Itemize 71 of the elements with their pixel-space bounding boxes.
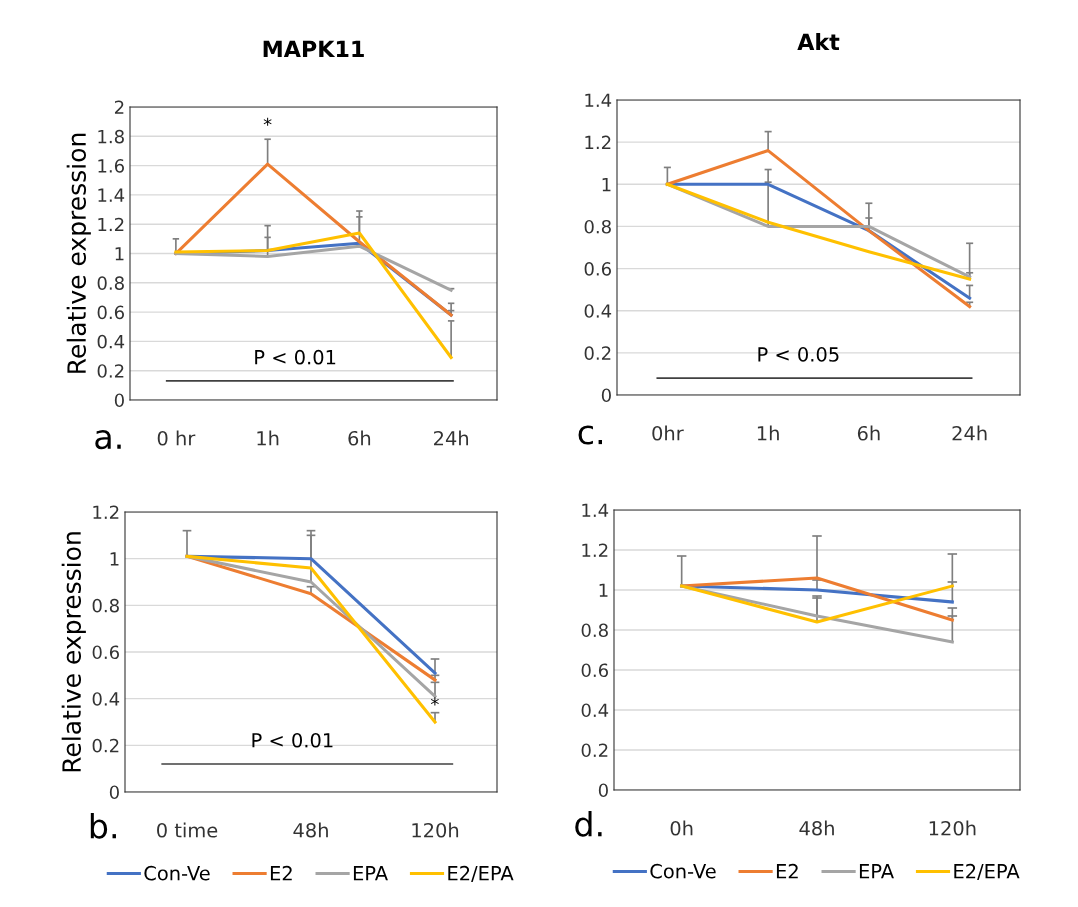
y-tick-label: 0.8	[92, 598, 119, 613]
chart-title: Akt	[797, 33, 840, 50]
y-tick-label: 0.6	[584, 262, 611, 276]
annotation: *	[430, 697, 439, 706]
y-tick-label: 1.2	[98, 217, 124, 232]
x-tick-label: 48h	[799, 820, 834, 836]
ref-line-label: P < 0.01	[255, 349, 336, 365]
x-tick-label: 6h	[857, 425, 880, 441]
line-series	[174, 244, 453, 292]
legend-label: Con-Ve	[144, 865, 210, 881]
x-tick-label: 0h	[670, 820, 693, 836]
text: d.	[575, 810, 602, 837]
line-series	[665, 149, 972, 309]
y-tick-label: 0.2	[92, 738, 119, 753]
legend-label: E2/EPA	[448, 865, 514, 883]
y-tick-label: 1.4	[582, 503, 609, 517]
x-tick-label: 1h	[257, 430, 279, 446]
ref-line-label: P < 0.05	[758, 347, 839, 362]
x-tick-label: 0 time	[157, 822, 218, 838]
y-tick-label: 0.6	[97, 305, 124, 320]
y-tick-label: 1.4	[98, 188, 125, 202]
text: b.	[90, 812, 116, 839]
y-tick-label: 0.4	[92, 692, 120, 706]
text: c.	[578, 425, 603, 445]
y-tick-label: 1.8	[98, 129, 124, 144]
y-tick-label: 1.2	[93, 505, 119, 519]
y-tick-label: 1	[602, 177, 611, 192]
x-tick-label: 24h	[952, 425, 987, 441]
legend-label: EPA	[859, 864, 894, 879]
legend-label: E2	[270, 865, 292, 881]
y-axis-title: Relative expression	[61, 532, 86, 772]
y-tick-label: 0.4	[97, 334, 125, 349]
x-tick-label: 0 hr	[157, 430, 196, 446]
y-tick-label: 1.2	[582, 543, 608, 557]
annotation: *	[263, 117, 272, 126]
y-tick-label: 0.2	[581, 743, 608, 758]
y-tick-label: 2	[114, 100, 124, 114]
y-tick-label: 1	[115, 247, 124, 261]
x-tick-label: 120h	[412, 822, 459, 838]
legend-label: Con-Ve	[650, 863, 716, 879]
y-tick-label: 0	[114, 393, 124, 408]
y-tick-label: 1.2	[585, 135, 611, 149]
y-tick-label: 0	[109, 785, 119, 800]
y-tick-label: 0	[598, 783, 608, 798]
chart-title: MAPK11	[263, 40, 364, 57]
x-tick-label: 48h	[293, 822, 328, 838]
legend-label: E2	[776, 863, 798, 879]
x-tick-label: 0hr	[652, 425, 684, 441]
y-axis-title: Relative expression	[66, 133, 91, 373]
y-tick-label: 1	[110, 552, 119, 566]
ref-line-label: P < 0.01	[252, 732, 333, 748]
x-tick-label: 1h	[757, 425, 779, 441]
y-tick-label: 0.6	[581, 663, 608, 678]
y-tick-label: 0.2	[97, 364, 124, 378]
y-tick-label: 1.4	[585, 93, 612, 107]
y-tick-label: 0.8	[581, 623, 608, 638]
y-tick-label: 0.4	[581, 703, 609, 718]
x-tick-label: 120h	[929, 820, 976, 836]
x-tick-label: 24h	[434, 430, 469, 446]
y-tick-label: 1.6	[98, 159, 124, 173]
y-tick-label: 0.8	[97, 276, 124, 290]
y-tick-label: 0.8	[584, 219, 611, 234]
legend-label: E2/EPA	[954, 863, 1020, 881]
x-tick-label: 6h	[348, 430, 371, 446]
y-tick-label: 0	[601, 388, 611, 403]
text: a.	[95, 430, 121, 450]
y-tick-label: 0.2	[584, 346, 611, 360]
y-tick-label: 0.6	[92, 645, 119, 660]
legend-label: EPA	[353, 866, 388, 881]
y-tick-label: 0.4	[584, 304, 612, 318]
y-tick-label: 1	[599, 583, 608, 597]
